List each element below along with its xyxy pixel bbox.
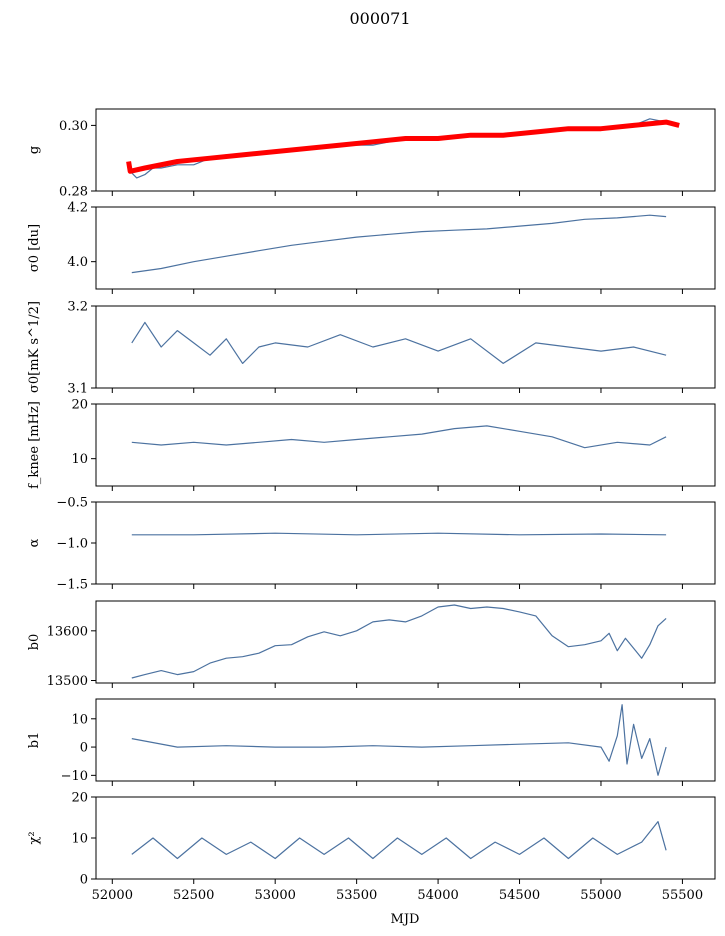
x-tick-label: 53500 (336, 888, 377, 903)
panel-5-ytick-label: −1.0 (56, 537, 88, 552)
panel-7-ytick-label: 10 (71, 712, 88, 727)
panel-5-series-1 (131, 532, 667, 536)
panel-7-series-1 (131, 704, 667, 776)
panel-2: 4.0 4.2 σ0 [du] (27, 201, 716, 294)
panel-3-series-1 (131, 321, 667, 364)
panel-1-ylabel: g (27, 146, 42, 154)
panel-6: 13500 13600 b0 (27, 600, 716, 689)
panel-2-ytick-label: 4.0 (67, 255, 88, 270)
x-tick-label: 55500 (662, 888, 703, 903)
panel-8-ytick-label: 0 (80, 873, 88, 888)
panel-1-frame (95, 108, 716, 192)
panel-6-frame (95, 600, 716, 684)
panel-2-series-1 (131, 214, 667, 274)
panel-3-ytick-label: 3.1 (67, 382, 88, 397)
x-tick-label: 52000 (92, 888, 133, 903)
x-tick-label: 52500 (173, 888, 214, 903)
panel-7: −10 0 10 b1 (27, 698, 716, 786)
panel-4-ylabel: f_knee [mHz] (27, 401, 42, 489)
panel-1-series-2 (126, 119, 680, 174)
panel-5-ylabel: α (27, 538, 42, 547)
x-tick-label: 54500 (499, 888, 540, 903)
panels-group: 0.28 0.30 g 4.0 4.2 σ0 [du] 3.1 3.2 σ0[mK s^1/2]… (27, 108, 716, 903)
panel-6-ytick-label: 13500 (47, 674, 88, 689)
panel-2-ytick-label: 4.2 (67, 201, 88, 216)
panel-5: −1.5 −1.0 −0.5 α (27, 496, 716, 593)
panel-5-ytick-label: −1.5 (56, 578, 88, 593)
panel-2-ylabel: σ0 [du] (27, 224, 42, 272)
panel-6-series-1 (131, 604, 667, 679)
panel-8-series-1 (131, 820, 667, 860)
panel-4-series-1 (131, 425, 667, 449)
panel-7-ylabel: b1 (27, 732, 42, 749)
panel-3-ytick-label: 3.2 (67, 300, 88, 315)
panel-7-frame (95, 698, 716, 782)
panel-8-ytick-label: 20 (71, 791, 88, 806)
panel-8-ylabel: χ² (27, 831, 42, 844)
panel-6-ylabel: b0 (27, 634, 42, 651)
panel-7-ytick-label: 0 (80, 741, 88, 756)
panel-6-ytick-label: 13600 (47, 624, 88, 639)
panel-8: 0 10 20 52000 52500 53000 53500 54000 54500 55000… (27, 791, 716, 903)
panel-8-ytick-label: 10 (71, 832, 88, 847)
x-tick-label: 55000 (580, 888, 621, 903)
panel-4: 10 20 f_knee [mHz] (27, 398, 716, 491)
panel-7-ytick-label: −10 (61, 769, 88, 784)
panel-4-frame (95, 403, 716, 487)
x-axis-label: MJD (391, 912, 420, 927)
panel-3-ylabel: σ0[mK s^1/2] (27, 301, 42, 393)
panel-8-frame (95, 796, 716, 880)
x-tick-label: 54000 (417, 888, 458, 903)
panel-5-ytick-label: −0.5 (56, 496, 88, 511)
panel-3-frame (95, 305, 716, 389)
panel-5-frame (95, 501, 716, 585)
panel-3: 3.1 3.2 σ0[mK s^1/2] (27, 300, 716, 397)
figure-title: 000071 (349, 9, 410, 28)
panel-2-frame (95, 206, 716, 290)
panel-4-ytick-label: 20 (71, 398, 88, 413)
panel-1-ytick-label: 0.30 (59, 119, 88, 134)
panel-1-ytick-label: 0.28 (59, 185, 88, 200)
x-tick-label: 53000 (255, 888, 296, 903)
panel-4-ytick-label: 10 (71, 452, 88, 467)
panel-1: 0.28 0.30 g (27, 108, 716, 200)
